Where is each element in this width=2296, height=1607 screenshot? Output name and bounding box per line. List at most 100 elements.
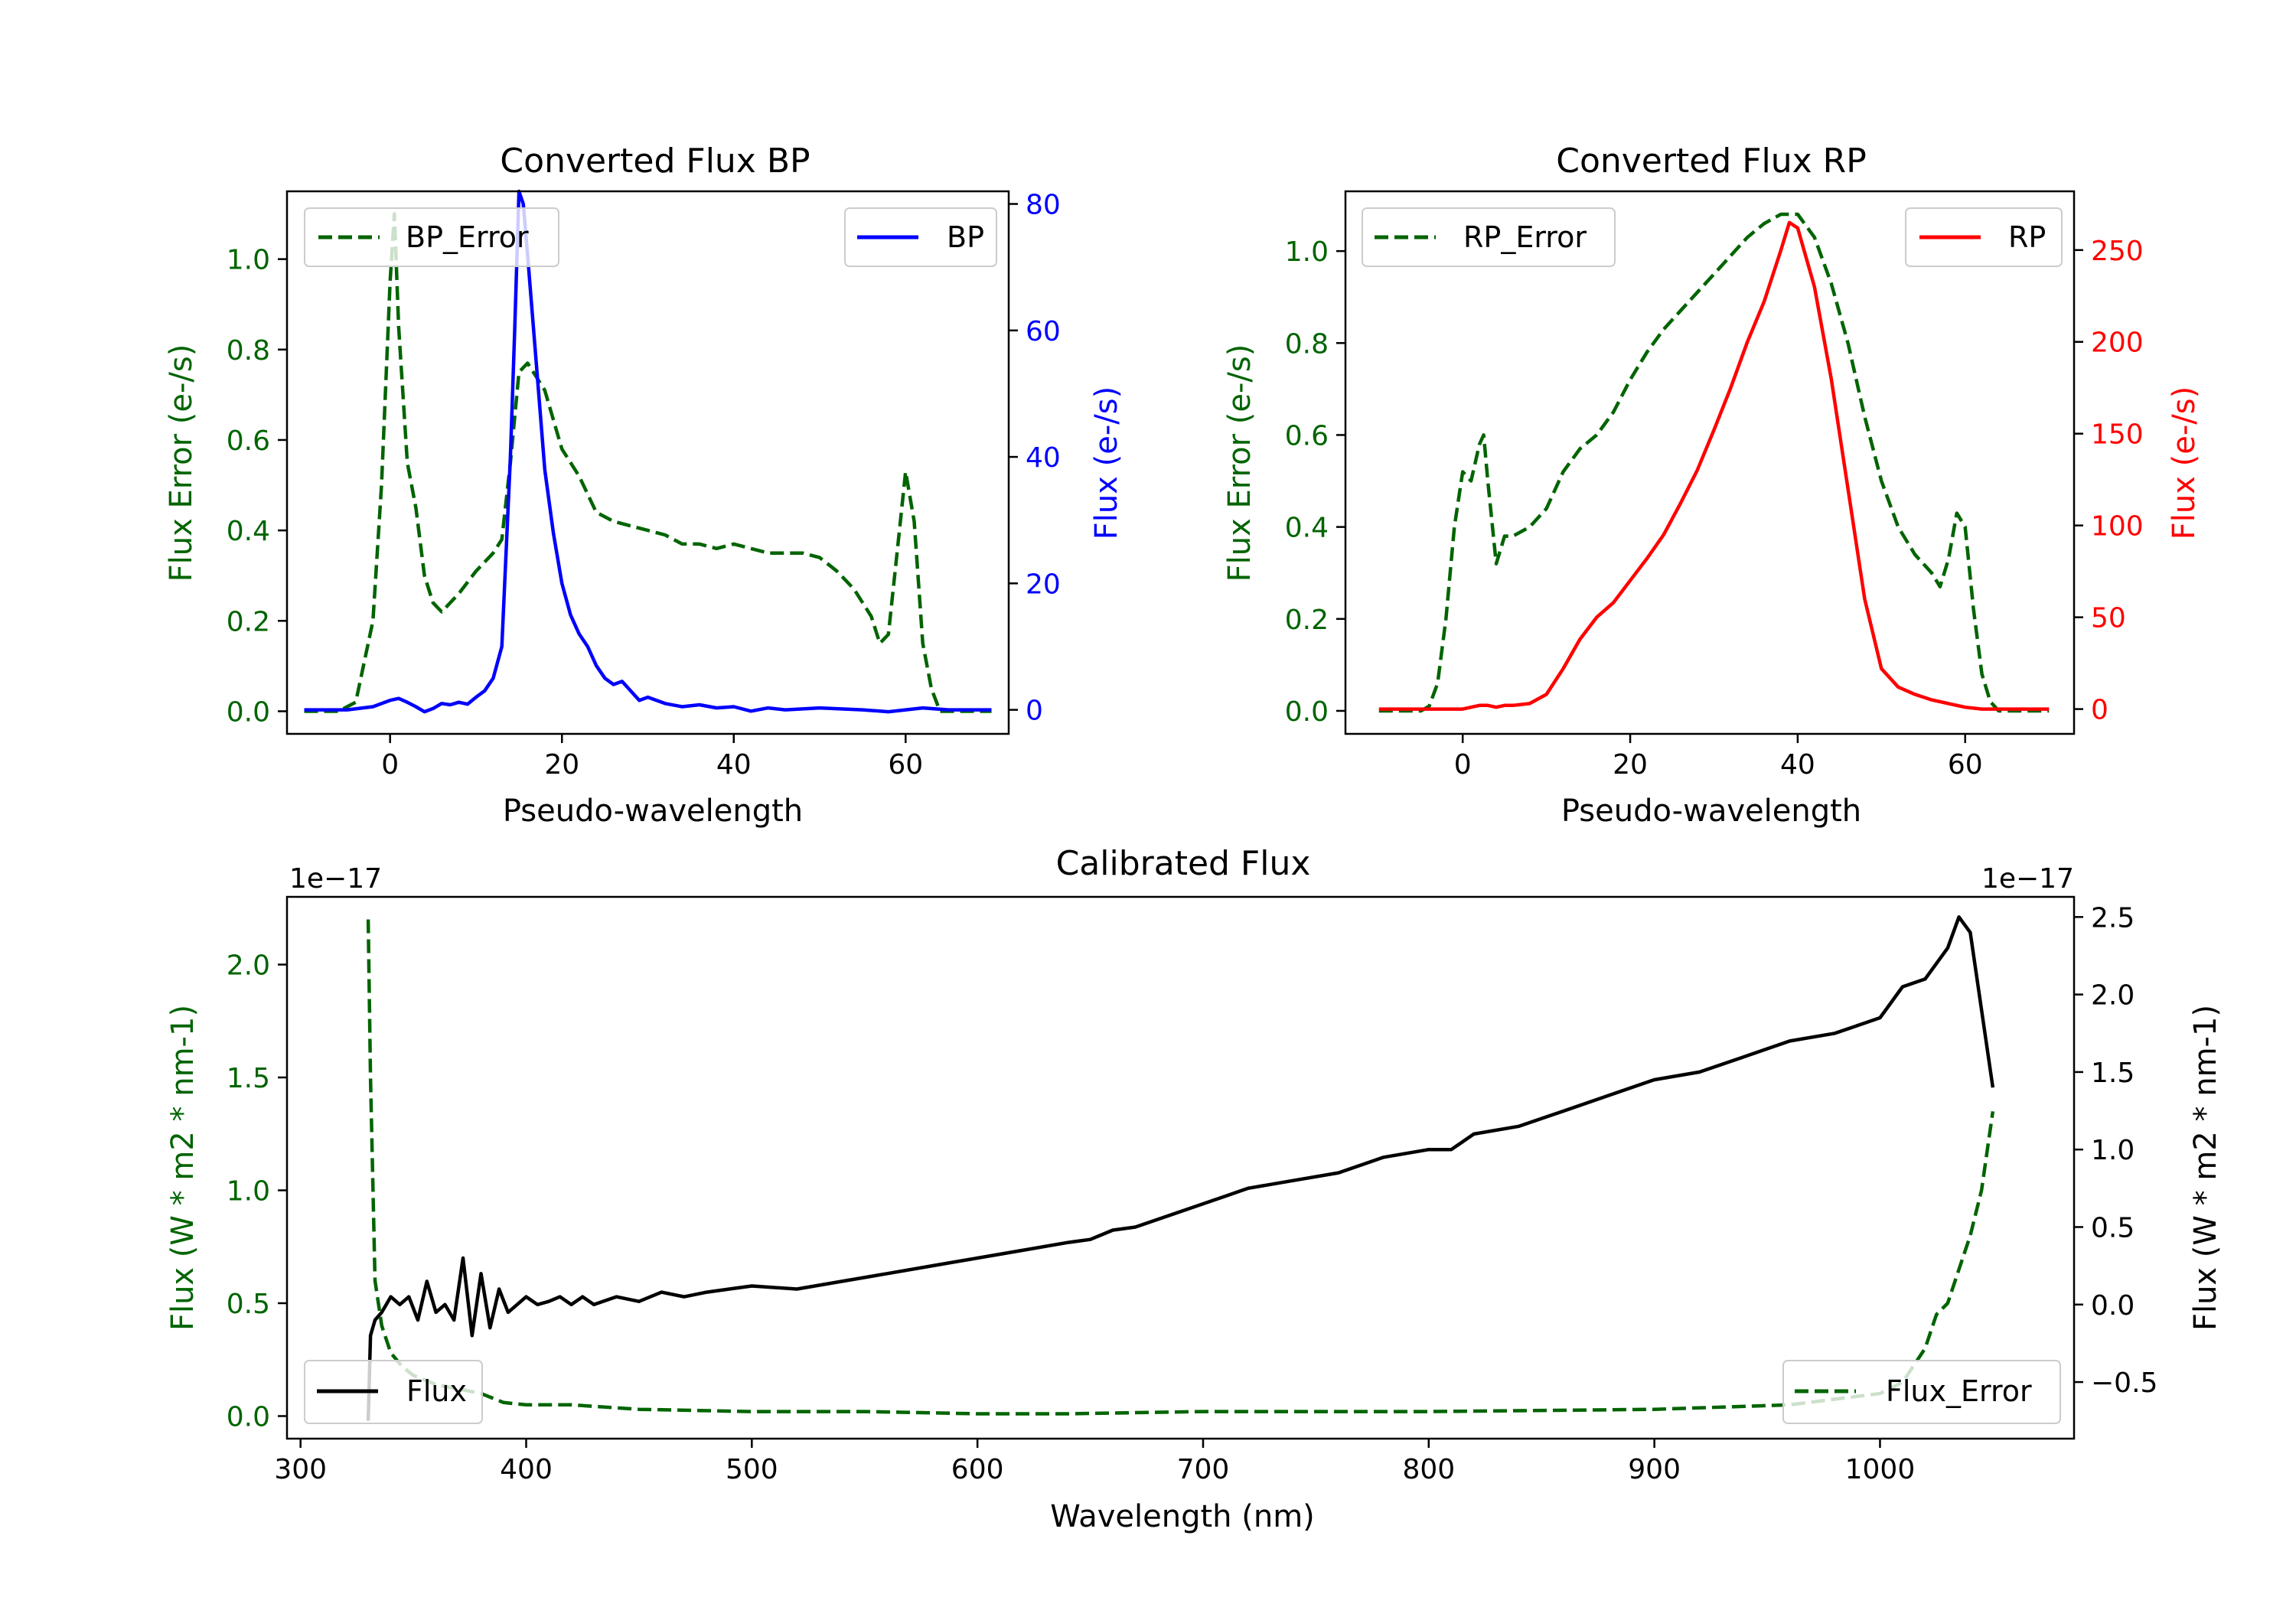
bp-x-tick-label: 0	[381, 749, 399, 781]
calibrated-x-tick-label: 800	[1402, 1454, 1455, 1485]
rp-x-tick-label: 0	[1454, 749, 1472, 781]
rp-left-tick-label: 0.4	[1285, 513, 1329, 544]
bp-x-axis-label: Pseudo-wavelength	[503, 794, 803, 829]
rp-legend-label: RP	[2008, 220, 2046, 254]
rp-x-tick-label: 60	[1948, 749, 1983, 781]
rp-right-tick-label: 200	[2091, 328, 2144, 359]
calibrated-left-tick-label: 2.0	[227, 950, 270, 982]
bp-left-tick-label: 0.2	[227, 606, 270, 637]
rp-x-tick-label: 40	[1780, 749, 1815, 781]
calibrated-right-tick-label: 2.0	[2091, 980, 2135, 1012]
bp-error-legend-box	[304, 207, 559, 267]
calibrated-left-tick-label: 0.0	[227, 1402, 270, 1433]
calibrated-x-tick-label: 700	[1177, 1454, 1230, 1485]
bp-right-tick-label: 80	[1026, 190, 1061, 221]
calibrated-right-axis-label: Flux (W * m2 * nm-1)	[2188, 1005, 2223, 1331]
rp-legend-box	[1905, 207, 2063, 267]
bp-right-axis-label: Flux (e-/s)	[1089, 386, 1124, 539]
bp-right-ticks: 0 20 40 60 80	[1009, 190, 1061, 727]
rp-legend[interactable]: RP	[1905, 207, 2063, 267]
rp-left-tick-label: 1.0	[1285, 236, 1329, 268]
calibrated-error-legend-box	[1782, 1360, 2061, 1424]
calibrated-series-flux	[366, 915, 1995, 1421]
bp-left-axis-label: Flux Error (e-/s)	[164, 344, 199, 582]
rp-right-tick-label: 50	[2091, 603, 2126, 634]
bp-title: Converted Flux BP	[500, 142, 810, 181]
bp-series-bp-error	[304, 212, 992, 713]
rp-left-ticks: 0.0 0.2 0.4 0.6 0.8 1.0	[1285, 236, 1345, 728]
calibrated-error-legend[interactable]: Flux_Error	[1782, 1360, 2061, 1424]
calibrated-left-tick-label: 1.5	[227, 1063, 270, 1094]
bp-right-tick-label: 40	[1026, 442, 1061, 474]
bp-error-legend-label: BP_Error	[406, 220, 529, 254]
rp-left-tick-label: 0.2	[1285, 605, 1329, 636]
bp-legend[interactable]: BP	[844, 207, 997, 267]
calibrated-right-tick-label: 2.5	[2091, 902, 2135, 934]
calibrated-title: Calibrated Flux	[1056, 844, 1311, 883]
bp-x-tick-label: 40	[716, 749, 752, 781]
calibrated-panel: Calibrated Flux 1e−17 1e−17 300 400 500 600…	[165, 844, 2223, 1534]
rp-error-legend-label: RP_Error	[1463, 220, 1587, 254]
bp-left-tick-label: 0.8	[227, 335, 270, 367]
rp-right-tick-label: 250	[2091, 236, 2144, 267]
calibrated-right-tick-label: −0.5	[2091, 1367, 2157, 1399]
rp-x-tick-label: 20	[1613, 749, 1648, 781]
rp-series-rp-error	[1378, 212, 2050, 713]
calibrated-left-scale: 1e−17	[289, 863, 382, 895]
rp-series-layer	[1378, 212, 2050, 713]
calibrated-right-scale: 1e−17	[1981, 863, 2074, 895]
rp-right-tick-label: 100	[2091, 511, 2144, 543]
calibrated-right-tick-label: 0.0	[2091, 1290, 2135, 1322]
bp-left-tick-label: 0.4	[227, 516, 270, 547]
rp-panel: Converted Flux RP 0 20 40 60 0.00.20.40.60.…	[1222, 142, 2202, 829]
calibrated-flux-legend[interactable]: Flux	[304, 1360, 483, 1424]
calibrated-right-ticks: −0.5 0.0 0.5 1.0 1.5 2.0 2.5	[2074, 902, 2157, 1399]
calibrated-x-tick-label: 300	[274, 1454, 327, 1485]
bp-series-bp	[304, 189, 992, 714]
calibrated-x-tick-label: 1000	[1845, 1454, 1916, 1485]
bp-axes-frame	[285, 190, 1010, 735]
calibrated-x-ticks: 300 400 500 600 700 800 900 1000	[274, 1439, 1915, 1485]
rp-right-ticks: 0 50 100 150 200 250	[2074, 236, 2144, 726]
rp-series-rp	[1378, 220, 2050, 711]
rp-right-tick-label: 0	[2091, 695, 2108, 726]
calibrated-error-legend-label: Flux_Error	[1886, 1374, 2032, 1408]
calibrated-series-flux-error	[366, 919, 1995, 1416]
calibrated-right-tick-label: 1.0	[2091, 1135, 2135, 1166]
bp-series-layer	[304, 189, 992, 714]
calibrated-left-ticks: 0.0 0.5 1.0 1.5 2.0	[227, 950, 287, 1433]
bp-right-tick-label: 0	[1026, 696, 1043, 727]
bp-left-tick-label: 0.6	[227, 425, 270, 457]
bp-x-tick-label: 20	[544, 749, 579, 781]
rp-x-ticks: 0 20 40 60	[1454, 734, 1983, 781]
rp-error-legend-box	[1362, 207, 1616, 267]
bp-legend-box	[844, 207, 997, 267]
rp-left-tick-label: 0.8	[1285, 328, 1329, 360]
rp-x-axis-label: Pseudo-wavelength	[1561, 794, 1861, 829]
bp-left-tick-label: 1.0	[227, 245, 270, 276]
calibrated-x-axis-label: Wavelength (nm)	[1050, 1499, 1315, 1534]
calibrated-right-tick-label: 0.5	[2091, 1212, 2135, 1244]
rp-left-tick-label: 0.6	[1285, 420, 1329, 451]
calibrated-right-tick-label: 1.5	[2091, 1058, 2135, 1089]
bp-right-tick-label: 20	[1026, 569, 1061, 600]
calibrated-left-tick-label: 1.0	[227, 1176, 270, 1208]
calibrated-x-tick-label: 400	[500, 1454, 553, 1485]
calibrated-left-axis-label: Flux (W * m2 * nm-1)	[165, 1005, 201, 1331]
bp-error-legend[interactable]: BP_Error	[304, 207, 559, 267]
calibrated-axes-frame	[285, 895, 2076, 1440]
bp-right-tick-label: 60	[1026, 316, 1061, 347]
rp-right-axis-label: Flux (e-/s)	[2167, 386, 2202, 539]
rp-error-legend[interactable]: RP_Error	[1362, 207, 1616, 267]
bp-legend-label: BP	[947, 220, 984, 254]
calibrated-series-layer	[366, 915, 1995, 1421]
calibrated-x-tick-label: 500	[726, 1454, 778, 1485]
bp-left-ticks: 0.0 0.2 0.4 0.6 0.8 1.0	[227, 245, 287, 728]
calibrated-left-tick-label: 0.5	[227, 1289, 270, 1320]
rp-axes-frame	[1344, 190, 2076, 735]
calibrated-x-tick-label: 900	[1628, 1454, 1681, 1485]
calibrated-flux-legend-label: Flux	[406, 1374, 467, 1408]
bp-x-tick-label: 60	[888, 749, 923, 781]
rp-right-tick-label: 150	[2091, 419, 2144, 451]
